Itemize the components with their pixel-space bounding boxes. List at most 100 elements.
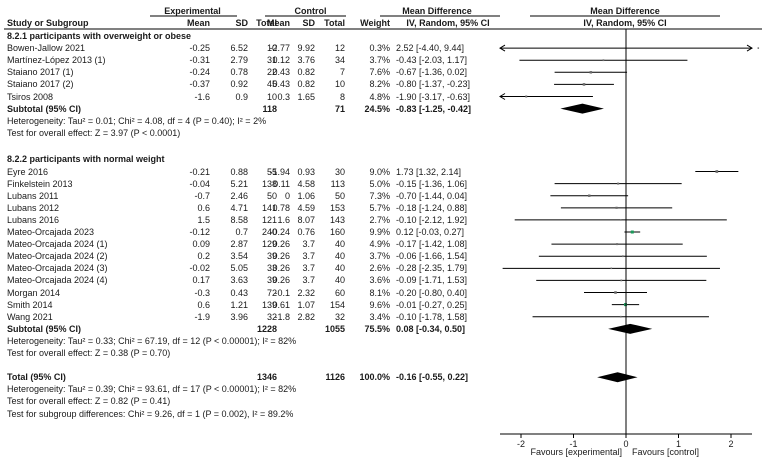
study-name: Martínez-López 2013 (1) (7, 55, 106, 66)
subtotal-label: Subtotal (95% CI) (7, 103, 82, 114)
study-mean-c: 0.43 (272, 67, 290, 78)
study-ci: -0.01 [-0.27, 0.25] (396, 299, 468, 310)
study-mean-c: -1.8 (274, 311, 290, 322)
study-mean-c: 0.26 (272, 275, 290, 286)
study-ci: -0.67 [-1.36, 0.02] (396, 67, 468, 78)
study-total-c: 40 (334, 239, 345, 250)
study-total-c: 40 (334, 251, 345, 262)
subtotal-weight: 75.5% (364, 323, 390, 334)
study-ci: 2.52 [-4.40, 9.44] (396, 43, 465, 54)
study-sd-e: 5.21 (230, 178, 248, 189)
study-1-10-marker (614, 291, 617, 294)
study-1-8-marker (610, 267, 613, 270)
study-weight: 9.0% (369, 166, 390, 177)
study-sd-e: 0.7 (235, 227, 248, 238)
study-name: Tsiros 2008 (7, 91, 54, 102)
study-weight: 2.7% (369, 214, 390, 225)
study-total-e: 129 (261, 239, 277, 250)
x-tick-label: 1 (676, 439, 681, 449)
header-weighted-title: Mean Difference (402, 6, 472, 16)
study-total-c: 40 (334, 275, 345, 286)
study-mean-e: -1.9 (194, 311, 210, 322)
overall-effect-text: Test for overall effect: Z = 0.38 (P = 0… (7, 348, 171, 359)
study-ci: -0.28 [-2.35, 1.79] (396, 263, 468, 274)
study-sd-c: 0.93 (297, 166, 315, 177)
study-total-e: 139 (261, 299, 277, 310)
study-mean-e: 0.2 (197, 251, 210, 262)
header-ci: IV, Random, 95% CI (406, 18, 490, 28)
study-sd-c: 4.59 (297, 202, 315, 213)
study-mean-c: 0.11 (273, 178, 290, 189)
study-sd-e: 2.46 (230, 190, 248, 201)
subtotal-total-c: 1055 (324, 323, 345, 334)
study-0-2-marker (589, 71, 593, 74)
study-weight: 3.6% (369, 275, 390, 286)
study-total-e: 121 (261, 214, 277, 225)
study-sd-e: 0.78 (230, 67, 248, 78)
subtotal-0-diamond (560, 103, 604, 114)
subgroup-differences-text: Test for subgroup differences: Chi² = 9.… (7, 408, 294, 419)
study-0-0-arrow-right (746, 44, 753, 52)
study-sd-e: 6.52 (230, 43, 248, 54)
study-sd-c: 4.58 (297, 178, 315, 189)
header-experimental: Experimental (164, 6, 221, 16)
x-tick-label: -1 (569, 439, 577, 449)
study-weight: 3.4% (369, 311, 390, 322)
study-total-c: 7 (339, 67, 345, 78)
study-sd-c: 0.82 (297, 67, 315, 78)
study-sd-e: 4.71 (230, 202, 248, 213)
study-sd-c: 2.32 (297, 287, 315, 298)
subtotal-label: Subtotal (95% CI) (7, 323, 82, 334)
study-sd-c: 1.06 (297, 190, 315, 201)
study-1-4-marker (620, 219, 622, 221)
study-total-e: 50 (266, 190, 277, 201)
study-sd-e: 3.63 (230, 275, 248, 286)
study-mean-e: -0.31 (189, 55, 210, 66)
study-total-e: 141 (261, 202, 277, 213)
study-name: Staiano 2017 (1) (7, 67, 74, 78)
favours-control-label: Favours [control] (632, 447, 700, 457)
subgroup-title: 8.2.2 participants with normal weight (7, 154, 165, 165)
study-mean-c: 1.6 (277, 214, 290, 225)
study-sd-e: 5.05 (230, 263, 248, 274)
study-name: Staiano 2017 (2) (7, 79, 74, 90)
study-mean-c: 0.26 (272, 239, 290, 250)
study-sd-e: 8.58 (230, 214, 248, 225)
header-sd-e: SD (235, 18, 248, 28)
study-mean-c: -0.24 (269, 227, 290, 238)
study-weight: 4.9% (369, 239, 390, 250)
study-0-4-arrow-left (499, 93, 506, 100)
heterogeneity-text: Heterogeneity: Tau² = 0.33; Chi² = 67.19… (7, 335, 297, 346)
study-name: Mateo-Orcajada 2024 (2) (7, 251, 108, 262)
total-label: Total (95% CI) (7, 372, 66, 383)
study-mean-c: 0.26 (272, 251, 290, 262)
heterogeneity-text: Heterogeneity: Tau² = 0.01; Chi² = 4.08,… (7, 115, 267, 126)
study-0-1-marker (602, 59, 605, 62)
header-sd-c: SD (302, 18, 315, 28)
study-total-e: 10 (266, 43, 277, 54)
study-sd-c: 3.7 (302, 239, 315, 250)
study-name: Lubans 2012 (7, 202, 60, 213)
study-1-6-marker (616, 243, 619, 246)
study-sd-c: 0.76 (297, 227, 315, 238)
study-weight: 9.9% (369, 227, 390, 238)
study-total-c: 60 (334, 287, 345, 298)
header-weight: Weight (360, 18, 390, 28)
study-ci: -0.70 [-1.44, 0.04] (396, 190, 468, 201)
study-ci: -0.20 [-0.80, 0.40] (396, 287, 468, 298)
study-sd-c: 3.7 (302, 263, 315, 274)
study-ci: -0.80 [-1.37, -0.23] (396, 79, 471, 90)
study-mean-e: 0.6 (197, 299, 210, 310)
total-heterogeneity-text: Heterogeneity: Tau² = 0.39; Chi² = 93.61… (7, 384, 297, 395)
study-weight: 0.3% (369, 43, 390, 54)
study-mean-c: 0 (284, 190, 290, 201)
header-mean-e: Mean (186, 18, 210, 28)
study-sd-c: 2.82 (297, 311, 315, 322)
study-mean-c: 0.12 (272, 55, 290, 66)
study-mean-e: 1.5 (197, 214, 210, 225)
study-total-e: 240 (261, 227, 277, 238)
study-mean-e: -0.7 (194, 190, 210, 201)
study-sd-c: 9.92 (297, 43, 315, 54)
study-1-9-marker (620, 279, 623, 282)
study-ci: -0.15 [-1.36, 1.06] (396, 178, 468, 189)
